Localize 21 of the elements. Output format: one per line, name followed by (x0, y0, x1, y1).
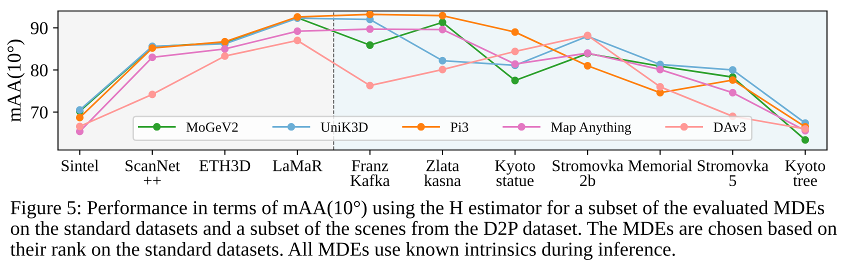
y-axis-title: mAA(10°) (7, 40, 25, 122)
x-tick-label: Franz Kafka (350, 160, 390, 186)
legend-label: DAv3 (714, 122, 746, 132)
legend-label: UniK3D (320, 122, 368, 132)
legend-label: Pi3 (450, 122, 468, 132)
x-tick-label: ETH3D (199, 160, 250, 172)
y-tick-label: 80 (30, 64, 48, 76)
x-tick-label: ScanNet ++ (126, 160, 180, 184)
x-tick-label: Sintel (62, 160, 99, 172)
x-tick-label: Kyoto tree (785, 160, 826, 186)
x-tick-label: Zlata kasna (424, 160, 461, 186)
caption: Figure 5: Performance in terms of mAA(10°) using the H estimator for a subset of the evaluated MDEs on the standard datasets and a subset of the scenes from the D2P dataset. The MDEs are chosen based on their rank on the standard datasets. All MDEs use known intrinsics during inference. (10, 200, 837, 260)
y-tick-label: 70 (31, 106, 48, 119)
y-tick-label: 90 (30, 22, 48, 34)
x-tick-label: LaMaR (272, 160, 322, 172)
legend-label: MoGeV2 (186, 122, 238, 132)
x-tick-label: Stromovka 5 (698, 160, 768, 186)
x-tick-label: Kyoto statue (495, 160, 535, 186)
x-tick-label: Stromovka 2b (552, 160, 624, 186)
legend-label: Map Anything (551, 122, 632, 135)
x-tick-label: Memorial (628, 160, 692, 172)
